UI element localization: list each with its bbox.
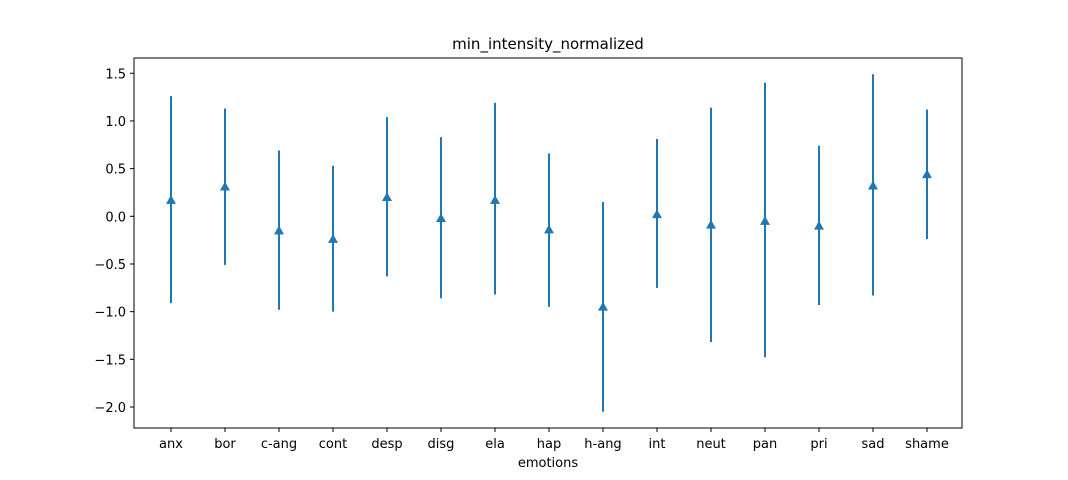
y-tick-label: 1.0 — [105, 115, 126, 130]
x-axis: anx bor c-ang cont desp disg ela hap h-ang int neu… — [159, 428, 949, 452]
y-tick-label: −1.0 — [94, 306, 126, 321]
x-tick-label-pri: pri — [810, 437, 827, 452]
axes-frame — [133, 57, 963, 429]
y-axis: −2.0 −1.5 −1.0 −0.5 0.0 0.5 1.0 1.5 — [94, 67, 134, 416]
data-point-pri — [814, 220, 824, 230]
y-tick-label: −1.5 — [94, 353, 126, 368]
x-tick-label-ela: ela — [485, 437, 505, 452]
x-tick-label-anx: anx — [159, 437, 183, 452]
y-tick-label: −2.0 — [94, 401, 126, 416]
x-tick-label-int: int — [649, 437, 666, 452]
x-tick-label-hap: hap — [537, 437, 561, 452]
data-point-cont — [328, 234, 338, 243]
data-point-hap — [544, 224, 554, 234]
plot-area — [166, 74, 932, 412]
data-point-anx — [166, 195, 176, 204]
y-tick-label: −0.5 — [94, 258, 126, 273]
chart-title: min_intensity_normalized — [452, 35, 644, 54]
x-tick-label-disg: disg — [428, 437, 455, 452]
x-tick-label-cont: cont — [319, 437, 347, 452]
y-tick-label: 0.5 — [105, 163, 126, 178]
data-point-bor — [220, 181, 230, 191]
data-point-int — [652, 209, 662, 219]
data-point-h-ang — [598, 301, 608, 311]
data-point-ela — [490, 195, 500, 204]
data-point-desp — [382, 192, 392, 201]
x-tick-label-c-ang: c-ang — [261, 437, 297, 452]
x-tick-label-h-ang: h-ang — [584, 437, 621, 452]
y-tick-label: 0.0 — [105, 210, 126, 225]
data-point-shame — [922, 169, 932, 179]
data-point-pan — [760, 216, 770, 225]
data-point-c-ang — [274, 225, 284, 235]
x-tick-label-bor: bor — [214, 437, 236, 452]
x-axis-label: emotions — [518, 456, 579, 471]
x-tick-label-neut: neut — [696, 437, 726, 452]
data-point-disg — [436, 213, 446, 222]
x-tick-label-pan: pan — [753, 437, 777, 452]
x-tick-label-shame: shame — [905, 437, 949, 452]
data-point-neut — [706, 219, 716, 229]
y-tick-label: 1.5 — [105, 67, 126, 82]
x-tick-label-desp: desp — [371, 437, 402, 452]
data-point-sad — [868, 180, 878, 190]
x-tick-label-sad: sad — [862, 437, 885, 452]
